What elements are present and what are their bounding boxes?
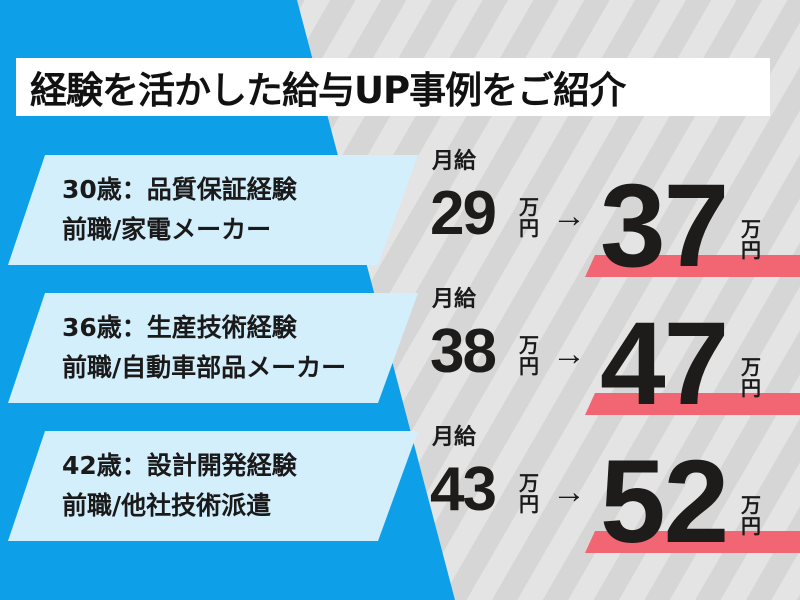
case-previous-job: 前職/他社技術派遣 [62,491,272,520]
case-panel [8,293,418,403]
unit-yen: 円 [741,514,761,538]
unit-man: 万 [741,217,761,241]
unit-after: 万円 [740,357,762,399]
highlight-bar [585,393,800,415]
unit-yen: 円 [519,216,539,240]
unit-before: 万円 [518,197,540,239]
unit-man: 万 [519,195,539,219]
salary-label: 月給 [432,287,477,312]
salary-label: 月給 [432,149,477,174]
highlight-bar [585,531,800,553]
salary-after: 37 [600,160,729,292]
unit-yen: 円 [519,354,539,378]
highlight-bar [585,255,800,277]
arrow-icon: → [552,335,586,373]
unit-yen: 円 [741,376,761,400]
headline-box: 経験を活かした給与UP事例をご紹介 [16,58,770,116]
salary-before: 43 [430,455,497,524]
unit-after: 万円 [740,495,762,537]
case-profile: 42歳：設計開発経験 [62,451,297,480]
salary-label: 月給 [432,425,477,450]
unit-man: 万 [519,471,539,495]
case-previous-job: 前職/自動車部品メーカー [62,353,347,382]
case-panel [8,155,418,265]
arrow-icon: → [552,473,586,511]
unit-yen: 円 [519,492,539,516]
case-profile: 30歳：品質保証経験 [62,175,297,204]
headline: 経験を活かした給与UP事例をご紹介 [30,69,626,112]
unit-man: 万 [741,355,761,379]
salary-after: 52 [600,436,729,568]
salary-after: 47 [600,298,729,430]
unit-man: 万 [519,333,539,357]
unit-yen: 円 [741,238,761,262]
unit-after: 万円 [740,219,762,261]
unit-before: 万円 [518,473,540,515]
salary-before: 29 [430,179,497,248]
salary-before: 38 [430,317,497,386]
case-panel [8,431,418,541]
case-previous-job: 前職/家電メーカー [62,215,272,244]
arrow-icon: → [552,197,586,235]
case-profile: 36歳：生産技術経験 [62,313,297,342]
unit-before: 万円 [518,335,540,377]
unit-man: 万 [741,493,761,517]
